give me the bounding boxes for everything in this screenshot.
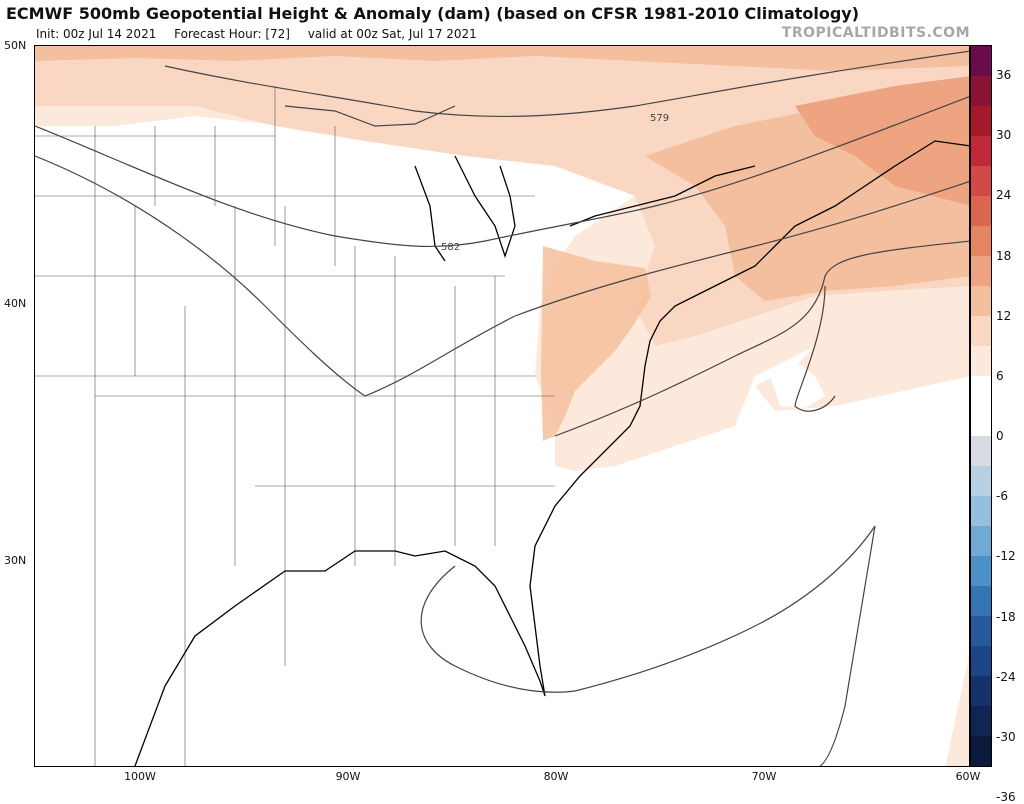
anomaly-shading [35,46,969,766]
colorbar-tick-label: -30 [996,729,1016,744]
contour-labels: 579 582 [441,113,669,253]
map-panel: 579 582 [34,45,970,767]
map-subtitle: Init: 00z Jul 14 2021 Forecast Hour: [72… [36,27,491,41]
colorbar-tick-label: -36 [996,790,1016,804]
colorbar-segment [971,496,991,526]
colorbar-segment [971,556,991,586]
colorbar-tick-label: -24 [996,669,1016,684]
map-canvas: 579 582 [35,46,969,766]
coastline [134,140,969,766]
lat-label-30n: 30N [4,554,27,567]
colorbar-tick-label: 24 [996,188,1012,203]
lat-label-50n: 50N [4,39,27,52]
colorbar-segment [971,166,991,196]
colorbar-segment [971,316,991,346]
lon-label-70w: 70W [751,770,777,783]
colorbar-segment [971,346,991,376]
colorbar-segment [971,256,991,286]
admin-borders [35,86,555,766]
colorbar-tick-label: -12 [996,549,1016,564]
brand-watermark: TROPICALTIDBITS.COM [781,25,970,41]
anomaly-colorbar [970,45,992,767]
colorbar-segment [971,466,991,496]
colorbar-segment [971,286,991,316]
colorbar-segment [971,616,991,646]
colorbar-tick-label: 36 [996,68,1012,83]
colorbar-segment [971,196,991,226]
lon-label-90w: 90W [335,770,361,783]
contour-label-582: 582 [441,242,460,253]
colorbar-tick-label: 12 [996,308,1012,323]
height-contours [35,50,969,766]
colorbar-segment [971,406,991,436]
colorbar-tick-label: 18 [996,248,1012,263]
colorbar-segment [971,706,991,736]
colorbar-segment [971,736,991,766]
colorbar-segment [971,646,991,676]
colorbar-segment [971,226,991,256]
lon-label-100w: 100W [124,770,156,783]
valid-time: valid at 00z Sat, Jul 17 2021 [307,27,477,41]
lon-label-80w: 80W [543,770,569,783]
colorbar-segment [971,586,991,616]
colorbar-tick-label: 6 [996,368,1004,383]
map-title: ECMWF 500mb Geopotential Height & Anomal… [6,4,860,23]
colorbar-segment [971,106,991,136]
colorbar-segment [971,436,991,466]
init-time: Init: 00z Jul 14 2021 [36,27,157,41]
forecast-hour: Forecast Hour: [72] [174,27,290,41]
colorbar-segment [971,76,991,106]
lat-label-40n: 40N [4,297,27,310]
colorbar-segment [971,136,991,166]
contour-label-579: 579 [650,113,669,124]
colorbar-tick-label: -6 [996,489,1008,504]
lon-label-60w: 60W [955,770,981,783]
colorbar-segment [971,46,991,76]
colorbar-tick-label: 0 [996,429,1004,444]
colorbar-tick-label: 30 [996,128,1012,143]
colorbar-tick-label: -18 [996,609,1016,624]
colorbar-segment [971,376,991,406]
colorbar-segment [971,526,991,556]
colorbar-segment [971,676,991,706]
